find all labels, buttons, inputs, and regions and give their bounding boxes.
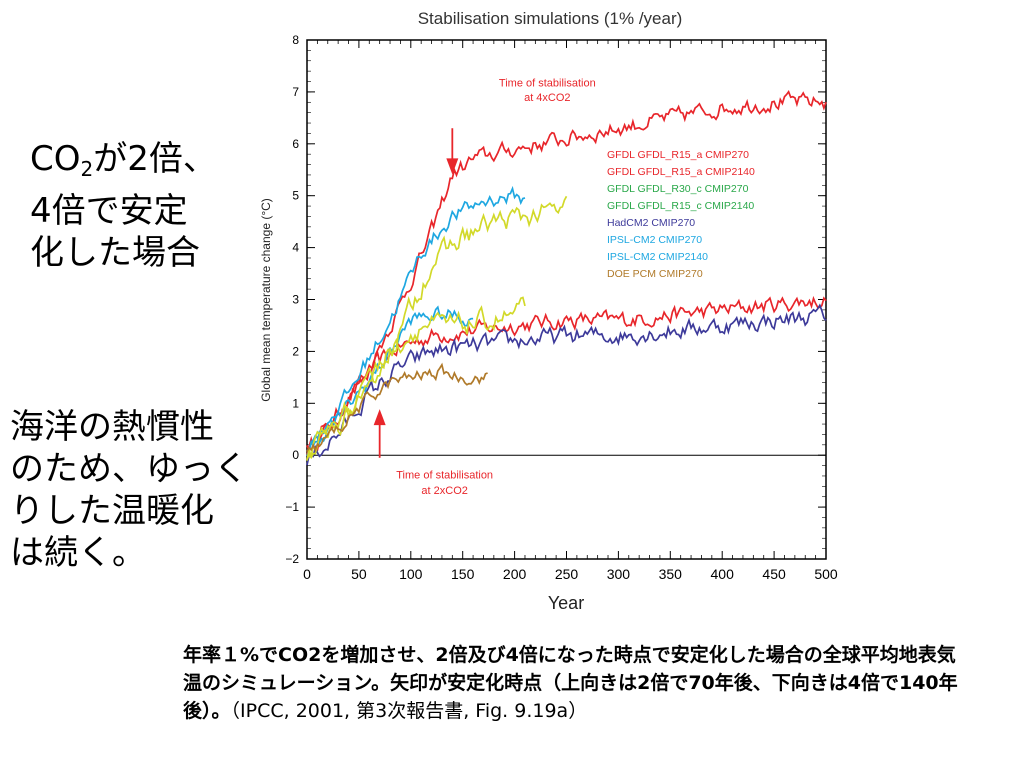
x-tick-label: 400 bbox=[711, 566, 735, 582]
legend-entry: IPSL-CM2 CMIP2140 bbox=[607, 251, 708, 263]
y-tick-label: −2 bbox=[285, 552, 299, 566]
side-note-line: りした温暖化 bbox=[10, 491, 214, 531]
x-axis-label: Year bbox=[548, 593, 584, 613]
y-tick-label: 5 bbox=[292, 189, 299, 203]
side-note-subscript: 2 bbox=[80, 157, 94, 181]
y-tick-label: 4 bbox=[292, 241, 299, 255]
y-tick-label: 8 bbox=[292, 33, 299, 47]
y-tick-label: 0 bbox=[292, 448, 299, 462]
series-line bbox=[306, 90, 827, 455]
x-tick-label: 150 bbox=[451, 566, 475, 582]
stabilisation-arrowhead-4x bbox=[446, 158, 459, 175]
series-line bbox=[306, 185, 526, 457]
side-note-line: 4倍で安定 bbox=[30, 191, 188, 231]
series-line bbox=[306, 362, 488, 453]
y-tick-label: 3 bbox=[292, 293, 299, 307]
side-note-line: 化した場合 bbox=[30, 233, 200, 273]
x-tick-label: 50 bbox=[351, 566, 367, 582]
side-note-line: のため、ゆっく bbox=[10, 449, 248, 489]
y-tick-label: −1 bbox=[285, 500, 299, 514]
side-note-thermal-inertia: 海洋の熱慣性 のため、ゆっく りした温暖化 は続く。 bbox=[10, 406, 260, 574]
figure-caption: 年率１%でCO2を増加させ、2倍及び4倍になった時点で安定化した場合の全球平均地… bbox=[183, 641, 958, 725]
y-axis-label: Global mean temperature change (°C) bbox=[259, 198, 273, 402]
series-line bbox=[306, 295, 827, 456]
legend-entry: GFDL GFDL_R15_a CMIP2140 bbox=[607, 166, 755, 178]
side-note-2x-4x: CO2が2倍、 4倍で安定 化した場合 bbox=[30, 138, 260, 274]
legend-entry: GFDL GFDL_R30_c CMIP270 bbox=[607, 183, 749, 195]
side-note-line: が2倍、 bbox=[93, 139, 217, 179]
legend-entry: IPSL-CM2 CMIP270 bbox=[607, 234, 702, 246]
series-line bbox=[306, 195, 568, 461]
caption-main: 年率１%でCO2を増加させ、2倍及び4倍になった時点で安定化した場合の全球平均地… bbox=[183, 644, 958, 722]
x-tick-label: 100 bbox=[399, 566, 423, 582]
annotation-label: Time of stabilisation bbox=[499, 78, 596, 90]
side-note-line: CO bbox=[30, 139, 81, 179]
chart-title: Stabilisation simulations (1% /year) bbox=[418, 9, 683, 28]
x-tick-label: 0 bbox=[303, 566, 311, 582]
annotation-label: at 4xCO2 bbox=[524, 92, 570, 104]
side-note-line: 海洋の熱慣性 bbox=[10, 407, 214, 447]
annotation-label: Time of stabilisation bbox=[396, 470, 493, 482]
x-tick-label: 450 bbox=[762, 566, 786, 582]
y-tick-label: 7 bbox=[292, 85, 299, 99]
side-note-line: は続く。 bbox=[10, 533, 146, 573]
plot-frame bbox=[306, 39, 827, 560]
legend-entry: GFDL GFDL_R15_a CMIP270 bbox=[607, 149, 749, 161]
caption-source: （IPCC, 2001, 第3次報告書, Fig. 9.19a） bbox=[230, 700, 588, 722]
series-line bbox=[306, 303, 827, 466]
x-tick-label: 250 bbox=[555, 566, 579, 582]
legend-entry: DOE PCM CMIP270 bbox=[607, 268, 703, 280]
series-line bbox=[306, 296, 526, 461]
y-tick-label: 2 bbox=[292, 344, 299, 358]
x-tick-label: 350 bbox=[659, 566, 683, 582]
stabilisation-chart: Stabilisation simulations (1% /year) 0 50… bbox=[259, 9, 838, 613]
x-tick-label: 500 bbox=[814, 566, 838, 582]
y-tick-label: 1 bbox=[292, 396, 299, 410]
legend-entry: GFDL GFDL_R15_c CMIP2140 bbox=[607, 200, 754, 212]
stabilisation-arrowhead-2x bbox=[373, 409, 386, 426]
y-tick-label: 6 bbox=[292, 137, 299, 151]
annotation-label: at 2xCO2 bbox=[421, 485, 467, 497]
x-tick-label: 300 bbox=[607, 566, 631, 582]
x-tick-label: 200 bbox=[503, 566, 527, 582]
legend-entry: HadCM2 CMIP270 bbox=[607, 217, 695, 229]
